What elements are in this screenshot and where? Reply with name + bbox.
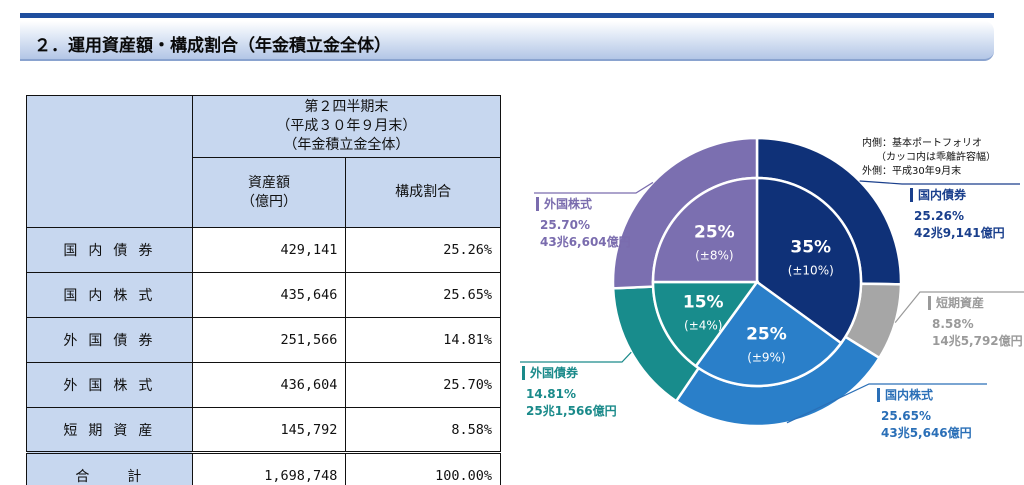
- row-amount: 436,604: [191, 362, 347, 408]
- callout-name: 外国株式: [544, 196, 592, 211]
- callout-pct: 8.58%: [932, 317, 974, 331]
- header-top-rule: [20, 13, 994, 18]
- inner-slice-range-label: (±4%): [684, 318, 722, 332]
- row-ratio: 8.58%: [345, 407, 501, 453]
- amount-column-header: 資産額 （億円）: [191, 157, 347, 228]
- callout-marker: [928, 296, 931, 310]
- callout-amount: 42兆9,141億円: [914, 225, 1005, 240]
- callout-marker: [877, 388, 880, 402]
- row-label: 外国債券: [26, 317, 193, 363]
- table-row: 国内債券 429,141 25.26%: [26, 227, 501, 273]
- inner-slice-range-label: (±9%): [747, 351, 785, 365]
- callout-pct: 14.81%: [526, 387, 576, 401]
- table-row: 短期資産 145,792 8.58%: [26, 407, 501, 453]
- callout-name: 外国債券: [530, 365, 579, 380]
- inner-slice-3: [651, 280, 760, 368]
- table-total-row: 合計 1,698,748 100.00%: [26, 451, 501, 485]
- portfolio-double-pie-chart: 35% (±10%) 25% (±9%) 15% (±4%) 25% (±8%) 国内債券 25.…: [520, 136, 1024, 440]
- callout-pct: 25.65%: [881, 409, 931, 423]
- chart-note-line2: （カッコ内は乖離許容幅）: [876, 152, 996, 163]
- row-label: 国内債券: [26, 227, 193, 273]
- callout-pct: 25.70%: [540, 218, 590, 232]
- inner-slice-range-label: (±10%): [788, 264, 834, 278]
- table-row: 外国株式 436,604 25.70%: [26, 362, 501, 408]
- period-header-line1: 第２四半期末: [304, 99, 389, 115]
- total-ratio: 100.00%: [345, 451, 501, 485]
- period-header-line3: （年金積立金全体）: [283, 137, 410, 153]
- asset-table: 第２四半期末 （平成３０年９月末） （年金積立金全体） 資産額 （億円） 構成割…: [26, 95, 502, 485]
- callout-leader-line: [520, 351, 632, 363]
- inner-slice-range-label: (±8%): [695, 248, 733, 262]
- row-amount: 251,566: [191, 317, 347, 363]
- row-label: 国内株式: [26, 272, 193, 318]
- total-amount: 1,698,748: [191, 451, 347, 485]
- callout-marker: [522, 366, 525, 380]
- amount-header-line1: 資産額: [248, 174, 291, 191]
- inner-slice-pct-label: 25%: [694, 222, 735, 242]
- section-title: ２．運用資産額・構成割合（年金積立金全体）: [34, 36, 391, 56]
- row-ratio: 14.81%: [345, 317, 501, 363]
- row-ratio: 25.65%: [345, 272, 501, 318]
- row-amount: 145,792: [191, 407, 347, 453]
- row-ratio: 25.26%: [345, 227, 501, 273]
- inner-slice-pct-label: 25%: [746, 325, 787, 345]
- inner-slice-1: [755, 176, 863, 345]
- callout-amount: 43兆6,604億円: [540, 234, 631, 249]
- callout-pct: 25.26%: [914, 209, 964, 223]
- period-header-line2: （平成３０年９月末）: [276, 118, 417, 134]
- callout-amount: 14兆5,792億円: [932, 333, 1023, 348]
- inner-slice-pct-label: 15%: [683, 292, 724, 312]
- callout-amount: 43兆5,646億円: [881, 425, 972, 440]
- row-amount: 429,141: [191, 227, 347, 273]
- chart-note-line3: 外側：平成30年9月末: [862, 166, 962, 177]
- ratio-column-header: 構成割合: [345, 157, 501, 228]
- total-label: 合計: [26, 451, 193, 485]
- chart-note-line1: 内側：基本ポートフォリオ: [862, 138, 982, 149]
- period-header: 第２四半期末 （平成３０年９月末） （年金積立金全体）: [191, 95, 502, 158]
- chart-note: 内側：基本ポートフォリオ （カッコ内は乖離許容幅） 外側：平成30年9月末: [862, 137, 996, 179]
- callout-name: 短期資産: [936, 295, 984, 310]
- row-label: 短期資産: [26, 407, 193, 453]
- callout-leader-line: [859, 180, 1020, 185]
- callout-marker: [910, 188, 913, 202]
- inner-slice-pct-label: 35%: [790, 238, 831, 258]
- inner-slice-4: [651, 176, 759, 284]
- callout-amount: 25兆1,566億円: [526, 403, 617, 418]
- table-row: 国内株式 435,646 25.65%: [26, 272, 501, 318]
- section-header: ２．運用資産額・構成割合（年金積立金全体）: [20, 21, 994, 61]
- row-label: 外国株式: [26, 362, 193, 408]
- table-row: 外国債券 251,566 14.81%: [26, 317, 501, 363]
- table-corner-cell: [26, 95, 193, 228]
- inner-slice-2: [694, 280, 843, 388]
- callout-leader-line: [534, 181, 654, 194]
- callout-name: 国内債券: [918, 187, 967, 202]
- row-ratio: 25.70%: [345, 362, 501, 408]
- row-amount: 435,646: [191, 272, 347, 318]
- callout-leader-line: [786, 383, 987, 424]
- amount-header-line2: （億円）: [241, 193, 298, 210]
- callout-name: 国内株式: [885, 387, 933, 402]
- callout-leader-line: [894, 291, 1024, 323]
- callout-marker: [536, 197, 539, 211]
